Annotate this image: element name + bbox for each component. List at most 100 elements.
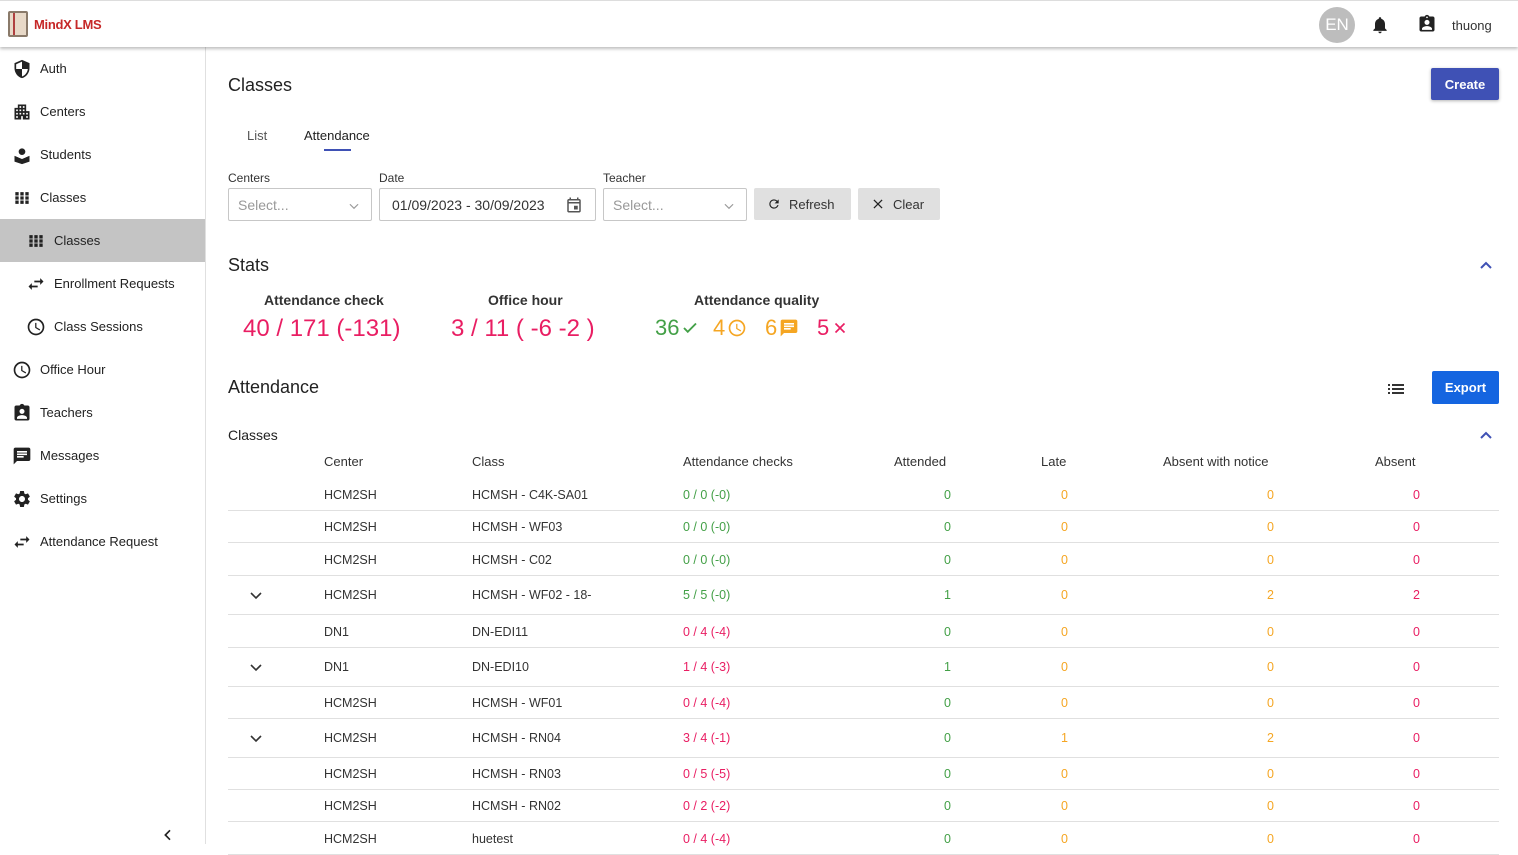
bell-icon[interactable] [1370,15,1390,35]
table-row[interactable]: HCM2SH HCMSH - C02 0 / 0 (-0) 0 0 0 0 [228,543,1499,576]
column-header-center[interactable]: Center [324,454,364,469]
page-title: Classes [228,75,293,95]
table-row[interactable]: HCM2SH HCMSH - WF02 - 18- 5 / 5 (-0) 1 0 2 2 [228,575,1499,615]
column-header-absent-with-notice[interactable]: Absent with notice [1163,454,1269,469]
sidebar-item-attendance-request[interactable]: Attendance Request [0,520,205,563]
grid-icon [26,231,46,251]
sidebar-item-auth[interactable]: Auth [0,47,205,90]
chevron-down-icon[interactable] [250,592,262,600]
cell-class[interactable]: HCMSH - WF03 [472,520,563,534]
cell-center: HCM2SH [324,520,377,534]
column-header-late[interactable]: Late [1041,454,1067,469]
sidebar-item-classes[interactable]: Classes [0,176,205,219]
column-header-attended[interactable]: Attended [894,454,947,469]
chevron-down-icon [349,203,359,210]
collapse-classes-icon[interactable] [1479,430,1493,440]
table-row[interactable]: DN1 DN-EDI10 1 / 4 (-3) 1 0 0 0 [228,647,1499,687]
main-content: Classes Create List Attendance Centers S… [206,47,1518,855]
sidebar-item-teachers[interactable]: Teachers [0,391,205,434]
sidebar-item-students[interactable]: Students [0,133,205,176]
username[interactable]: thuong [1452,18,1492,33]
cell-class[interactable]: HCMSH - WF02 - 18- [472,588,592,602]
cell-center: HCM2SH [324,767,377,781]
language-avatar[interactable]: EN [1319,7,1355,43]
top-bar: MindX LMS EN thuong [0,0,1518,47]
refresh-icon [769,199,779,209]
sidebar-item-office-hour[interactable]: Office Hour [0,348,205,391]
column-header-absent[interactable]: Absent [1375,454,1416,469]
table-row[interactable]: HCM2SH HCMSH - WF03 0 / 0 (-0) 0 0 0 0 [228,510,1499,543]
cell-class[interactable]: HCMSH - C02 [472,553,552,567]
cell-class[interactable]: HCMSH - RN04 [472,731,561,745]
sidebar-item-enrollment-requests[interactable]: Enrollment Requests [0,262,205,305]
sidebar-item-label: Messages [40,448,100,463]
table-row[interactable]: HCM2SH HCMSH - WF01 0 / 4 (-4) 0 0 0 0 [228,686,1499,719]
list-view-icon[interactable] [1388,382,1404,396]
cell-absent: 0 [1413,767,1420,781]
cell-attendance-checks: 0 / 4 (-4) [683,696,731,710]
user-badge-icon[interactable] [1417,14,1437,34]
clock-icon [728,319,746,337]
collapse-sidebar-icon[interactable] [160,827,176,843]
quality-attended: 36 [655,315,699,341]
clear-button[interactable]: Clear [858,188,940,220]
quality-attended-count: 36 [655,315,680,340]
chevron-down-icon[interactable] [250,735,262,743]
clear-label: Clear [893,196,925,212]
sidebar-item-centers[interactable]: Centers [0,90,205,133]
attendance-check-label: Attendance check [264,292,384,308]
cell-class[interactable]: HCMSH - RN02 [472,799,561,813]
sidebar-item-label: Students [40,147,92,162]
cell-center: HCM2SH [324,696,377,710]
cell-absent-with-notice: 0 [1267,832,1274,846]
table-row[interactable]: HCM2SH huetest 0 / 4 (-4) 0 0 0 0 [228,822,1499,855]
cell-attended: 0 [944,832,951,846]
teacher-select[interactable]: Select... [603,188,747,221]
cell-attended: 1 [944,660,951,674]
table-row[interactable]: DN1 DN-EDI11 0 / 4 (-4) 0 0 0 0 [228,615,1499,648]
date-range-input[interactable]: 01/09/2023 - 30/09/2023 [379,188,596,221]
app-logo[interactable]: MindX LMS [8,11,102,37]
create-button[interactable]: Create [1431,68,1499,100]
cell-attendance-checks: 5 / 5 (-0) [683,588,731,602]
cell-attendance-checks: 0 / 0 (-0) [683,488,731,502]
cell-class[interactable]: HCMSH - RN03 [472,767,561,781]
refresh-button[interactable]: Refresh [754,188,851,220]
cell-class[interactable]: DN-EDI10 [472,660,529,674]
table-row[interactable]: HCM2SH HCMSH - RN02 0 / 2 (-2) 0 0 0 0 [228,789,1499,822]
refresh-label: Refresh [789,196,835,212]
sidebar-item-class-sessions[interactable]: Class Sessions [0,305,205,348]
export-button[interactable]: Export [1432,371,1499,404]
sidebar-item-messages[interactable]: Messages [0,434,205,477]
cell-attended: 0 [944,767,951,781]
date-range-value: 01/09/2023 - 30/09/2023 [392,196,545,213]
cell-absent: 2 [1413,588,1420,602]
sidebar-item-settings[interactable]: Settings [0,477,205,520]
grid-icon [12,188,32,208]
sidebar-item-classes-sub[interactable]: Classes [0,219,205,262]
collapse-stats-icon[interactable] [1479,260,1493,270]
cell-absent: 0 [1413,625,1420,639]
tab-list[interactable]: List [247,128,268,143]
table-row[interactable]: HCM2SH HCMSH - RN03 0 / 5 (-5) 0 0 0 0 [228,757,1499,790]
cell-class[interactable]: HCMSH - WF01 [472,696,563,710]
sidebar-item-label: Classes [54,233,101,248]
calendar-icon[interactable] [565,196,583,214]
table-row[interactable]: HCM2SH HCMSH - RN04 3 / 4 (-1) 0 1 2 0 [228,718,1499,758]
tab-attendance[interactable]: Attendance [304,128,370,143]
message-icon [780,319,798,337]
office-hour-value: 3 / 11 ( -6 -2 ) [451,315,595,342]
cell-attendance-checks: 0 / 0 (-0) [683,553,731,567]
chevron-down-icon[interactable] [250,664,262,672]
cell-absent: 0 [1413,832,1420,846]
cell-class[interactable]: DN-EDI11 [472,625,529,639]
cell-class[interactable]: huetest [472,832,514,846]
table-row[interactable]: HCM2SH HCMSH - C4K-SA01 0 / 0 (-0) 0 0 0 0 [228,478,1499,511]
cell-class[interactable]: HCMSH - C4K-SA01 [472,488,588,502]
cell-late: 0 [1061,588,1068,602]
column-header-attendance-checks[interactable]: Attendance checks [683,454,793,469]
cell-center: HCM2SH [324,799,377,813]
centers-select[interactable]: Select... [228,188,372,221]
column-header-class[interactable]: Class [472,454,505,469]
cell-attended: 0 [944,553,951,567]
